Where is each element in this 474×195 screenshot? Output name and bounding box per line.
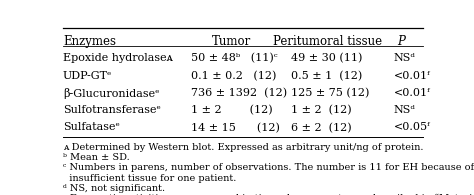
Text: β-Glucuronidaseᵉ: β-Glucuronidaseᵉ xyxy=(63,88,159,99)
Text: Sulfataseᵉ: Sulfataseᵉ xyxy=(63,122,120,132)
Text: Tumor: Tumor xyxy=(212,35,252,48)
Text: ᵇ Mean ± SD.: ᵇ Mean ± SD. xyxy=(63,153,130,162)
Text: Sulfotransferaseᵉ: Sulfotransferaseᵉ xyxy=(63,105,161,115)
Text: 14 ± 15      (12): 14 ± 15 (12) xyxy=(191,122,280,133)
Text: NSᵈ: NSᵈ xyxy=(393,105,415,115)
Text: 1 ± 2  (12): 1 ± 2 (12) xyxy=(291,105,351,116)
Text: 736 ± 1392  (12): 736 ± 1392 (12) xyxy=(191,88,288,98)
Text: ᶜ Numbers in parens, number of observations. The number is 11 for EH because of
: ᶜ Numbers in parens, number of observati… xyxy=(63,163,474,183)
Text: 6 ± 2  (12): 6 ± 2 (12) xyxy=(291,122,351,133)
Text: 125 ± 75 (12): 125 ± 75 (12) xyxy=(291,88,369,98)
Text: 1 ± 2        (12): 1 ± 2 (12) xyxy=(191,105,273,116)
Text: 0.1 ± 0.2   (12): 0.1 ± 0.2 (12) xyxy=(191,71,277,81)
Text: 50 ± 48ᵇ   (11)ᶜ: 50 ± 48ᵇ (11)ᶜ xyxy=(191,53,278,64)
Text: Peritumoral tissue: Peritumoral tissue xyxy=(273,35,382,48)
Text: Epoxide hydrolaseᴀ: Epoxide hydrolaseᴀ xyxy=(63,53,173,63)
Text: UDP-GTᵉ: UDP-GTᵉ xyxy=(63,71,112,81)
Text: NSᵈ: NSᵈ xyxy=(393,53,415,63)
Text: <0.01ᶠ: <0.01ᶠ xyxy=(393,88,430,98)
Text: ᵉ Enzymatic activities were assayed in tissue homogenates as described in “Mater: ᵉ Enzymatic activities were assayed in t… xyxy=(63,194,474,195)
Text: 49 ± 30 (11): 49 ± 30 (11) xyxy=(291,53,362,64)
Text: ᴀ Determined by Western blot. Expressed as arbitrary unit/ng of protein.: ᴀ Determined by Western blot. Expressed … xyxy=(63,143,423,152)
Text: Enzymes: Enzymes xyxy=(63,35,116,48)
Text: 0.5 ± 1  (12): 0.5 ± 1 (12) xyxy=(291,71,362,81)
Text: <0.01ᶠ: <0.01ᶠ xyxy=(393,71,430,81)
Text: ᵈ NS, not significant.: ᵈ NS, not significant. xyxy=(63,184,165,193)
Text: <0.05ᶠ: <0.05ᶠ xyxy=(393,122,430,132)
Text: P: P xyxy=(397,35,405,48)
